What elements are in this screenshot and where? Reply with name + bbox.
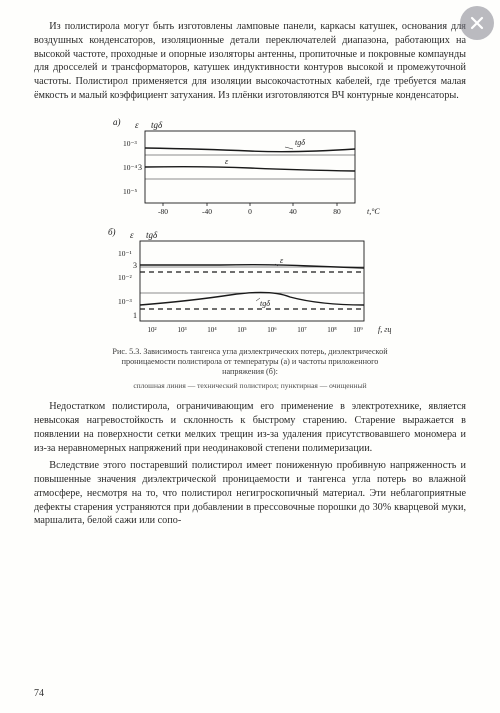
- ytick: 10⁻³: [123, 139, 137, 148]
- x-unit: t,°C: [367, 207, 380, 216]
- close-button[interactable]: [460, 6, 494, 40]
- svg-text:ε: ε: [280, 256, 284, 265]
- page-number: 74: [34, 688, 44, 699]
- panel-label-a: а): [113, 117, 121, 127]
- paragraph-1: Из полистирола могут быть изготовлены ла…: [34, 20, 466, 103]
- xtick: -80: [158, 207, 168, 216]
- figure-5-3: а) ε tgδ 10⁻³ 10⁻⁴ 10⁻⁵ 3 -80 -40 0 40 8…: [90, 113, 410, 391]
- xtick: 10⁵: [237, 326, 247, 334]
- paragraph-2: Недостатком полистирола, ограничивающим …: [34, 400, 466, 455]
- ytick: 10⁻⁴: [123, 163, 137, 172]
- ytick: 10⁻⁵: [123, 187, 137, 196]
- xtick: 10⁹: [353, 326, 363, 334]
- xtick: 40: [289, 207, 297, 216]
- ytick: 3: [133, 261, 137, 270]
- ylabel: tgδ: [146, 230, 158, 240]
- ytick: 1: [133, 311, 137, 320]
- x-unit: f, гц: [378, 325, 391, 334]
- ylabel: ε: [130, 230, 134, 240]
- xtick: 10⁸: [327, 326, 337, 334]
- ytick: 10⁻¹: [118, 249, 132, 258]
- chart-b: б) ε tgδ 10⁻¹ 10⁻² 10⁻³ 3 1 10² 10³ 10⁴ …: [100, 223, 400, 341]
- svg-text:tgδ: tgδ: [295, 138, 305, 147]
- xtick: 10⁴: [207, 326, 217, 334]
- ytick: 10⁻²: [118, 273, 132, 282]
- chart-a: а) ε tgδ 10⁻³ 10⁻⁴ 10⁻⁵ 3 -80 -40 0 40 8…: [105, 113, 395, 223]
- panel-label-b: б): [108, 227, 116, 237]
- ytick: 3: [138, 163, 142, 172]
- close-icon: [469, 15, 485, 31]
- ylabel-eps-a: ε: [135, 120, 139, 130]
- figure-caption: Рис. 5.3. Зависимость тангенса угла диэл…: [100, 347, 400, 378]
- xtick: 10⁷: [297, 326, 307, 334]
- xtick: 10³: [177, 326, 186, 334]
- paragraph-3: Вследствие этого постаревший полистирол …: [34, 459, 466, 528]
- xtick: 0: [248, 207, 252, 216]
- xtick: -40: [202, 207, 212, 216]
- xtick: 80: [333, 207, 341, 216]
- scanned-page: Из полистирола могут быть изготовлены ла…: [0, 0, 500, 713]
- figure-caption-sub: сплошная линия — технический полистирол;…: [90, 381, 410, 390]
- ylabel-tgd-a: tgδ: [151, 120, 163, 130]
- xtick: 10⁶: [267, 326, 277, 334]
- xtick: 10²: [147, 326, 156, 334]
- svg-text:ε: ε: [225, 157, 229, 166]
- ytick: 10⁻³: [118, 297, 132, 306]
- svg-text:tgδ: tgδ: [260, 299, 270, 308]
